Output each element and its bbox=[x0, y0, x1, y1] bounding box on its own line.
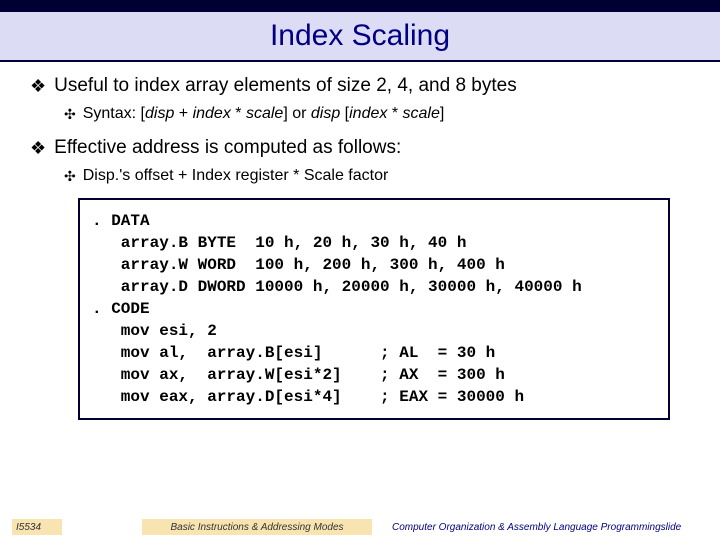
cross-icon: ✣ bbox=[64, 104, 76, 124]
syntax-scale: scale bbox=[246, 105, 283, 122]
syntax-disp: disp bbox=[145, 105, 174, 122]
sub-bullet-1: ✣ Syntax: [disp + index * scale] or disp… bbox=[64, 104, 690, 124]
footer-section: Basic Instructions & Addressing Modes bbox=[142, 519, 372, 535]
footer: I5534 Basic Instructions & Addressing Mo… bbox=[0, 514, 720, 540]
syntax-part: * bbox=[231, 105, 246, 122]
syntax-part: ] bbox=[440, 105, 444, 122]
title-bar: Index Scaling bbox=[0, 0, 720, 62]
sub-bullet-1-text: Syntax: [disp + index * scale] or disp [… bbox=[83, 104, 445, 124]
footer-course: Computer Organization & Assembly Languag… bbox=[392, 522, 681, 533]
content-area: ❖ Useful to index array elements of size… bbox=[0, 62, 720, 420]
diamond-icon: ❖ bbox=[30, 136, 46, 160]
bullet-2: ❖ Effective address is computed as follo… bbox=[30, 136, 690, 160]
bullet-2-text: Effective address is computed as follows… bbox=[54, 136, 401, 160]
diamond-icon: ❖ bbox=[30, 74, 46, 98]
sub-bullet-2-text: Disp.'s offset + Index register * Scale … bbox=[83, 166, 389, 186]
syntax-scale: scale bbox=[403, 105, 440, 122]
slide-title: Index Scaling bbox=[270, 19, 450, 53]
bullet-1: ❖ Useful to index array elements of size… bbox=[30, 74, 690, 98]
footer-id: I5534 bbox=[12, 519, 62, 535]
syntax-index: index bbox=[193, 105, 231, 122]
syntax-part: * bbox=[387, 105, 402, 122]
cross-icon: ✣ bbox=[64, 166, 76, 186]
syntax-part: Syntax: [ bbox=[83, 105, 145, 122]
syntax-part: [ bbox=[340, 105, 349, 122]
syntax-index: index bbox=[349, 105, 387, 122]
code-block: . DATA array.B BYTE 10 h, 20 h, 30 h, 40… bbox=[78, 198, 670, 420]
syntax-part: ] or bbox=[283, 105, 311, 122]
sub-bullet-2: ✣ Disp.'s offset + Index register * Scal… bbox=[64, 166, 690, 186]
bullet-1-text: Useful to index array elements of size 2… bbox=[54, 74, 517, 98]
syntax-part: + bbox=[174, 105, 192, 122]
syntax-disp: disp bbox=[311, 105, 340, 122]
